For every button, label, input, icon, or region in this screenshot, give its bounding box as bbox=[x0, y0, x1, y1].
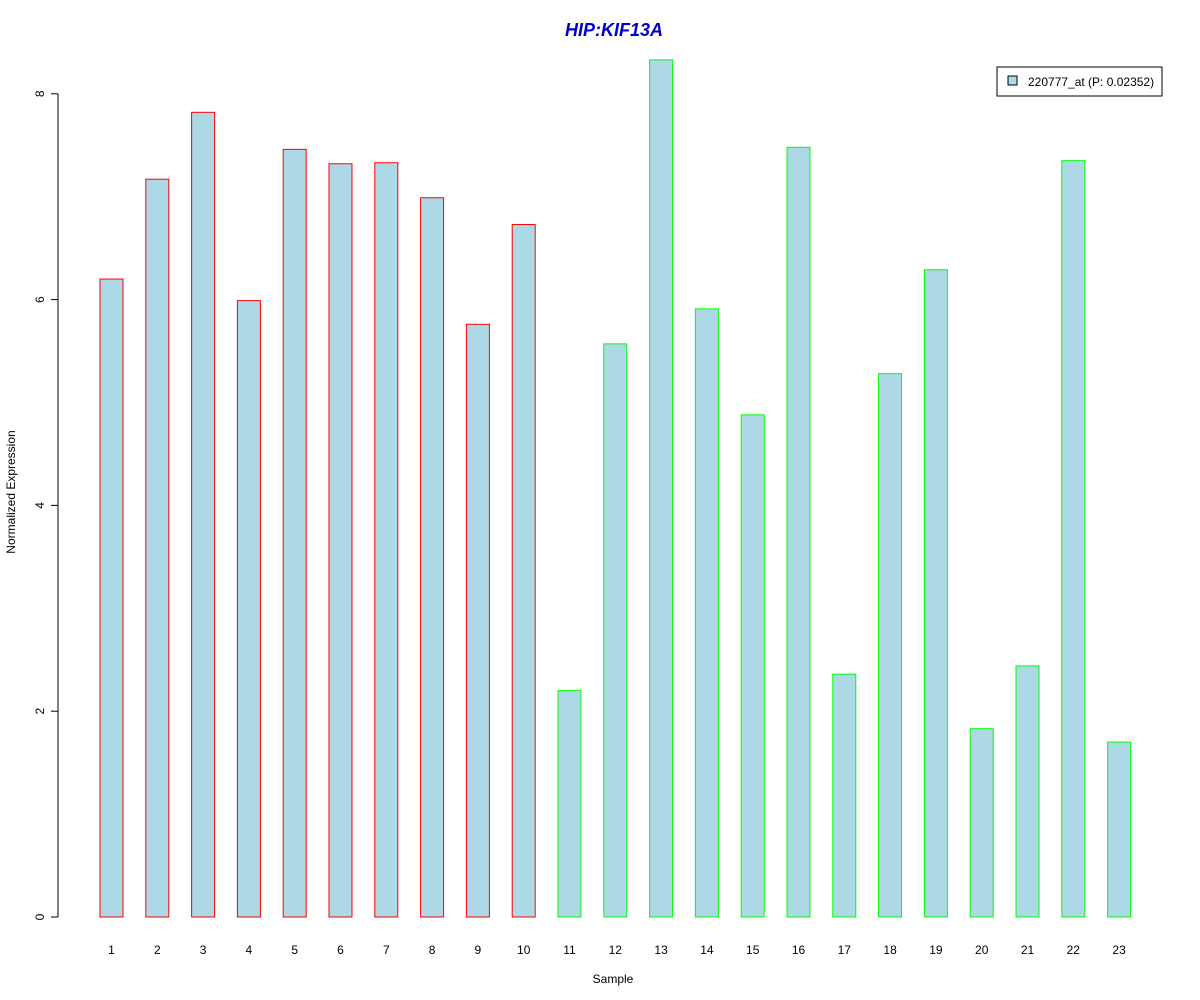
y-axis: 0 2 4 6 8 bbox=[33, 90, 59, 920]
y-axis-title: Normalized Expression bbox=[4, 430, 18, 553]
x-tick-label: 22 bbox=[1067, 943, 1081, 957]
y-tick-label: 4 bbox=[33, 502, 47, 509]
bar-sample-19 bbox=[923, 269, 948, 918]
x-tick-label: 11 bbox=[563, 943, 576, 957]
legend-swatch bbox=[1007, 75, 1018, 86]
x-tick-label: 18 bbox=[883, 943, 897, 957]
legend-label: 220777_at (P: 0.02352) bbox=[1028, 75, 1154, 89]
y-tick-label: 2 bbox=[33, 708, 47, 715]
bar-sample-5 bbox=[282, 148, 307, 918]
x-tick-label: 10 bbox=[517, 943, 531, 957]
bar-sample-16 bbox=[786, 146, 811, 918]
x-tick-label: 6 bbox=[337, 943, 344, 957]
x-tick-label: 14 bbox=[700, 943, 714, 957]
x-tick-label: 2 bbox=[154, 943, 161, 957]
bar-sample-13 bbox=[649, 59, 674, 918]
legend-box bbox=[996, 66, 1163, 97]
bar-sample-18 bbox=[878, 373, 903, 918]
x-tick-label: 3 bbox=[200, 943, 207, 957]
x-tick-labels: 1 2 3 4 5 6 7 8 9 10 11 12 13 14 15 16 17 18 19 20 21 22 23 bbox=[108, 943, 1126, 957]
bar-sample-14 bbox=[694, 308, 719, 918]
bar-sample-11 bbox=[557, 690, 582, 918]
bar-sample-20 bbox=[969, 728, 994, 918]
bar-sample-21 bbox=[1015, 665, 1040, 918]
x-tick-label: 19 bbox=[929, 943, 943, 957]
x-tick-label: 1 bbox=[108, 943, 115, 957]
chart-title: HIP:KIF13A bbox=[565, 20, 663, 40]
bar-sample-2 bbox=[145, 178, 170, 918]
x-tick-label: 7 bbox=[383, 943, 390, 957]
x-axis-title: Sample bbox=[593, 972, 634, 986]
x-tick-label: 16 bbox=[792, 943, 806, 957]
legend: 220777_at (P: 0.02352) bbox=[996, 66, 1163, 97]
x-tick-label: 12 bbox=[609, 943, 623, 957]
bar-sample-6 bbox=[328, 163, 353, 918]
bar-sample-15 bbox=[740, 414, 765, 918]
x-tick-label: 5 bbox=[291, 943, 298, 957]
y-tick-label: 8 bbox=[33, 90, 47, 97]
y-tick-label: 0 bbox=[33, 913, 47, 920]
bar-sample-4 bbox=[236, 300, 261, 918]
bar-sample-12 bbox=[603, 343, 628, 918]
x-tick-label: 9 bbox=[475, 943, 482, 957]
bar-sample-23 bbox=[1107, 741, 1132, 918]
bar-sample-22 bbox=[1061, 160, 1086, 918]
bar-sample-10 bbox=[511, 223, 536, 918]
x-tick-label: 20 bbox=[975, 943, 989, 957]
x-tick-label: 17 bbox=[838, 943, 852, 957]
x-tick-label: 21 bbox=[1021, 943, 1035, 957]
bar-sample-3 bbox=[191, 111, 216, 918]
bar-sample-8 bbox=[420, 197, 445, 918]
bar-sample-9 bbox=[465, 323, 490, 918]
bars-group bbox=[99, 59, 1132, 918]
x-tick-label: 8 bbox=[429, 943, 436, 957]
x-tick-label: 15 bbox=[746, 943, 760, 957]
y-tick-label: 6 bbox=[33, 296, 47, 303]
x-tick-label: 13 bbox=[654, 943, 668, 957]
bar-sample-17 bbox=[832, 673, 857, 918]
bar-sample-7 bbox=[374, 162, 399, 918]
x-tick-label: 23 bbox=[1112, 943, 1126, 957]
bar-sample-1 bbox=[99, 278, 124, 918]
x-tick-label: 4 bbox=[246, 943, 253, 957]
